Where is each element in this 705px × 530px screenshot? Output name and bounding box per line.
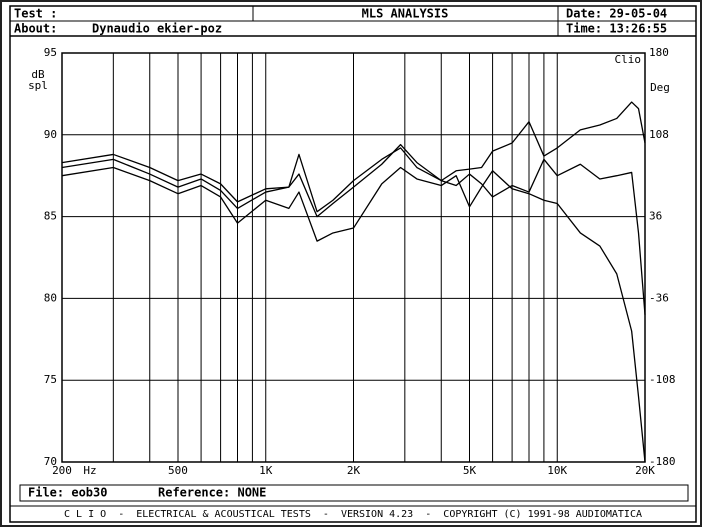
y2-tick-label: 180 (649, 46, 669, 59)
y-tick-label: 90 (44, 128, 57, 141)
response-curve (61, 143, 646, 315)
y2-label: Deg (650, 81, 670, 94)
x-tick-label: 2K (347, 464, 361, 477)
x-label: Hz (83, 464, 96, 477)
y-label: dB (31, 68, 45, 81)
about: Dynaudio ekier-poz (92, 22, 222, 36)
y-tick-label: 85 (44, 210, 57, 223)
y-tick-label: 75 (44, 373, 57, 386)
reference: Reference: NONE (158, 486, 266, 500)
footer-box (19, 484, 689, 502)
response-curve (61, 101, 646, 213)
y-tick-label: 70 (44, 455, 57, 468)
y2-tick-label: 36 (649, 210, 662, 223)
response-curve (61, 166, 646, 463)
about-label: About: (14, 22, 57, 36)
x-tick-label: 500 (168, 464, 188, 477)
y-tick-label: 95 (44, 46, 57, 59)
y2-tick-label: -36 (649, 291, 669, 304)
panel-frame (9, 5, 697, 523)
x-tick-label: 20K (635, 464, 655, 477)
title: MLS ANALYSIS (362, 7, 449, 21)
credits: C L I O - ELECTRICAL & ACOUSTICAL TESTS … (64, 509, 642, 520)
x-tick-label: 200 (52, 464, 72, 477)
x-tick-label: 1K (259, 464, 273, 477)
test-label: Test : (14, 7, 57, 21)
plot: 70 75 80 85 90 95 -180 -108 -36 36 108 180 200 500 1K 2… (44, 46, 676, 477)
x-tick-label: 10K (547, 464, 567, 477)
y-label: spl (28, 79, 48, 92)
x-tick-label: 5K (463, 464, 477, 477)
y2-tick-label: -180 (649, 455, 676, 468)
plot-frame (61, 52, 646, 463)
date: Date: 29-05-04 (566, 7, 667, 21)
y2-tick-label: -108 (649, 373, 676, 386)
time: Time: 13:26:55 (566, 22, 667, 36)
file: File: eob30 (28, 486, 107, 500)
brand: Clio (615, 53, 642, 66)
y2-tick-label: 108 (649, 128, 669, 141)
y-tick-label: 80 (44, 291, 57, 304)
